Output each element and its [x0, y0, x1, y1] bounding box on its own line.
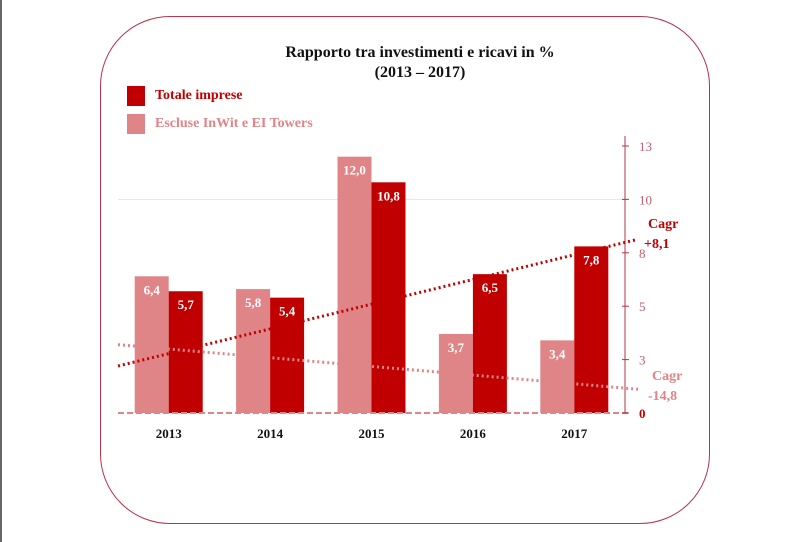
data-label: 7,8: [583, 252, 600, 267]
window-edge: [0, 0, 2, 542]
data-label: 3,4: [549, 346, 566, 361]
legend-label: Escluse InWit e EI Towers: [155, 116, 313, 131]
y-tick-label: 5: [639, 299, 646, 314]
legend-item-escluse: Escluse InWit e EI Towers: [127, 114, 313, 134]
data-label: 12,0: [343, 163, 366, 178]
y-tick-label: 3: [639, 353, 646, 368]
x-tick-label: 2015: [359, 426, 386, 441]
y-tick-label: 0: [639, 406, 646, 421]
bar-totale: [270, 297, 305, 413]
data-label: 6,5: [482, 280, 499, 295]
legend-swatch: [127, 86, 145, 106]
bar-escluse: [134, 276, 169, 413]
legend-item-totale: Totale imprese: [127, 86, 243, 106]
bar-totale: [168, 291, 203, 413]
data-label: 3,7: [448, 340, 465, 355]
trendline: [117, 238, 636, 368]
y-tick-label: 13: [639, 139, 652, 154]
x-tick-label: 2013: [156, 426, 183, 441]
chart-subtitle: (2013 – 2017): [374, 64, 466, 81]
cagr-value: -14,8: [648, 389, 677, 404]
x-tick-label: 2017: [561, 426, 588, 441]
cagr-label: Cagr: [652, 369, 682, 384]
y-tick-label: 8: [639, 246, 646, 261]
bar-escluse: [337, 156, 372, 413]
data-label: 5,8: [245, 295, 262, 310]
bar-escluse: [540, 340, 575, 413]
bar-totale: [574, 246, 609, 413]
data-label: 6,4: [144, 282, 161, 297]
chart-frame: [100, 16, 710, 524]
legend-swatch: [127, 114, 145, 134]
cagr-value: +8,1: [644, 237, 669, 252]
bar-escluse: [236, 289, 271, 413]
y-tick-label: 10: [639, 192, 652, 207]
data-label: 5,4: [279, 304, 296, 319]
cagr-label: Cagr: [648, 217, 678, 232]
data-label: 5,7: [178, 297, 195, 312]
bar-totale: [472, 274, 507, 413]
x-tick-label: 2016: [460, 426, 487, 441]
chart-title: Rapporto tra investimenti e ricavi in %: [285, 44, 555, 61]
legend-label: Totale imprese: [155, 88, 243, 103]
data-label: 10,8: [377, 188, 400, 203]
x-tick-label: 2014: [257, 426, 284, 441]
